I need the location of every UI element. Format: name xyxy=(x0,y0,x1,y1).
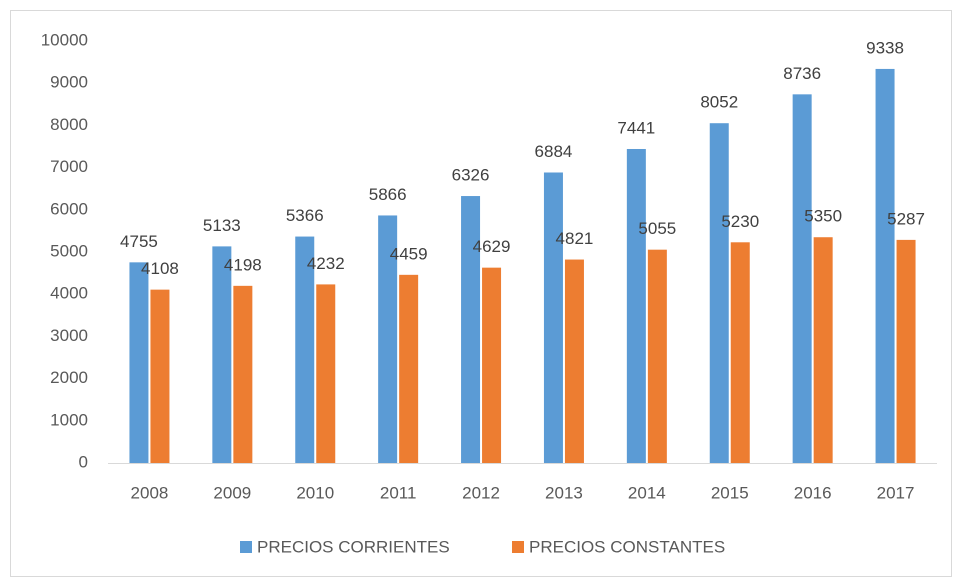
x-tick-label: 2012 xyxy=(462,483,500,502)
bar xyxy=(626,148,646,463)
value-label: 4232 xyxy=(307,254,345,273)
x-tick-label: 2014 xyxy=(628,483,666,502)
y-tick-label: 1000 xyxy=(50,410,88,429)
bar xyxy=(875,68,895,463)
value-label: 9338 xyxy=(866,38,904,57)
x-tick-label: 2010 xyxy=(296,483,334,502)
bar xyxy=(129,262,149,463)
legend-label: PRECIOS CORRIENTES xyxy=(257,537,450,556)
y-tick-label: 7000 xyxy=(50,157,88,176)
bar xyxy=(792,94,812,464)
bar xyxy=(647,249,667,463)
value-label: 4459 xyxy=(390,244,428,263)
value-label: 7441 xyxy=(617,118,655,137)
value-label: 5366 xyxy=(286,206,324,225)
x-tick-label: 2009 xyxy=(213,483,251,502)
legend-swatch xyxy=(512,541,524,553)
value-label: 5133 xyxy=(203,216,241,235)
value-label: 6884 xyxy=(535,142,573,161)
y-tick-label: 2000 xyxy=(50,368,88,387)
bar xyxy=(150,289,170,463)
x-tick-label: 2017 xyxy=(877,483,915,502)
y-tick-label: 8000 xyxy=(50,115,88,134)
value-label: 4755 xyxy=(120,232,158,251)
bar xyxy=(896,239,916,463)
bar xyxy=(233,285,253,463)
bar xyxy=(482,267,502,463)
y-tick-label: 5000 xyxy=(50,241,88,260)
legend-swatch xyxy=(240,541,252,553)
bar xyxy=(378,215,398,463)
value-label: 8052 xyxy=(700,93,738,112)
bar xyxy=(543,172,563,464)
x-tick-label: 2013 xyxy=(545,483,583,502)
value-label: 4198 xyxy=(224,255,262,274)
y-tick-label: 0 xyxy=(79,452,88,471)
value-label: 4629 xyxy=(473,237,511,256)
x-tick-label: 2008 xyxy=(131,483,169,502)
value-label: 5230 xyxy=(721,212,759,231)
bar xyxy=(295,236,315,463)
y-tick-label: 6000 xyxy=(50,199,88,218)
bar xyxy=(564,259,584,463)
x-tick-label: 2016 xyxy=(794,483,832,502)
value-label: 4108 xyxy=(141,259,179,278)
value-label: 5287 xyxy=(887,209,925,228)
value-label: 5350 xyxy=(804,207,842,226)
bar xyxy=(316,284,336,463)
x-tick-label: 2011 xyxy=(380,483,417,502)
y-tick-label: 9000 xyxy=(50,73,88,92)
bar xyxy=(709,123,729,463)
value-label: 6326 xyxy=(452,166,490,185)
bar xyxy=(730,242,750,463)
y-tick-label: 3000 xyxy=(50,326,88,345)
y-tick-label: 4000 xyxy=(50,284,88,303)
bar xyxy=(212,246,232,463)
value-label: 5866 xyxy=(369,185,407,204)
bar xyxy=(461,196,481,464)
value-label: 4821 xyxy=(556,229,594,248)
x-tick-label: 2015 xyxy=(711,483,749,502)
bar xyxy=(813,237,833,463)
y-tick-label: 10000 xyxy=(41,30,88,49)
value-label: 8736 xyxy=(783,64,821,83)
legend-label: PRECIOS CONSTANTES xyxy=(529,537,725,556)
bar xyxy=(399,274,419,463)
value-label: 5055 xyxy=(638,219,676,238)
